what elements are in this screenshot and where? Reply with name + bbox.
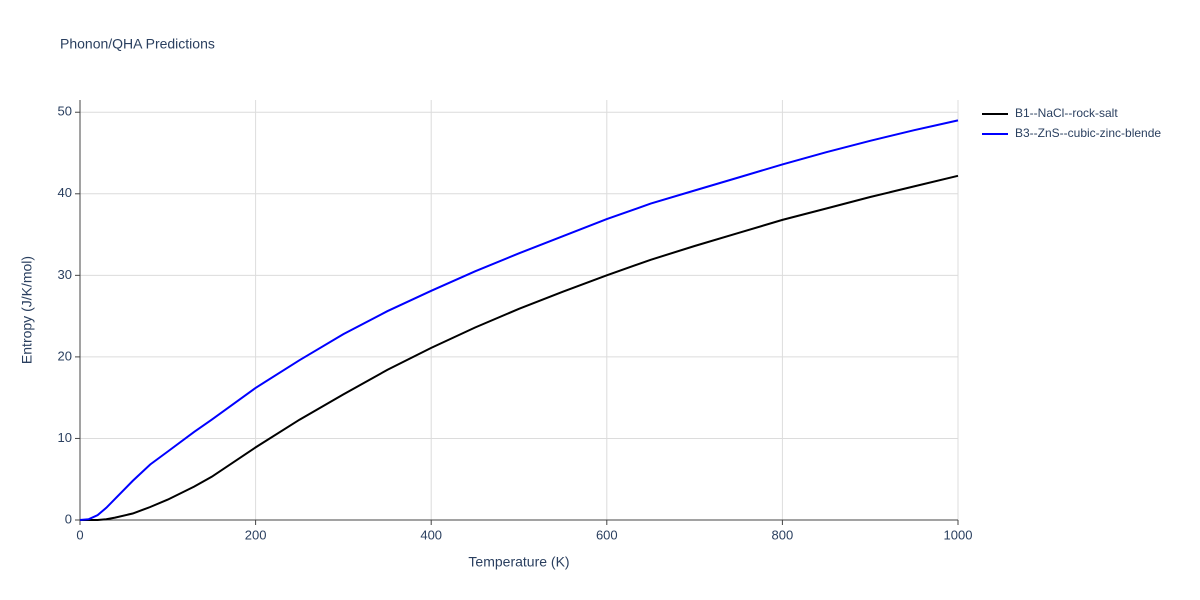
legend-label: B1--NaCl--rock-salt [1015, 106, 1118, 120]
x-tick-label: 800 [772, 527, 794, 542]
x-tick-label: 400 [420, 527, 442, 542]
line-series [80, 174, 959, 521]
x-axis-label: Temperature (K) [468, 554, 569, 570]
x-tick-label: 200 [245, 527, 267, 542]
y-tick-label: 20 [58, 348, 72, 363]
line-series [79, 119, 959, 521]
y-axis-label: Entropy (J/K/mol) [19, 256, 35, 364]
x-tick-label: 0 [76, 527, 83, 542]
legend-label: B3--ZnS--cubic-zinc-blende [1015, 126, 1161, 140]
y-tick-label: 10 [58, 430, 72, 445]
chart-title: Phonon/QHA Predictions [60, 36, 215, 52]
y-tick-label: 30 [58, 267, 72, 282]
x-tick-label: 1000 [944, 527, 973, 542]
y-tick-label: 0 [65, 511, 72, 526]
y-tick-label: 50 [58, 104, 72, 119]
x-tick-label: 600 [596, 527, 618, 542]
y-tick-label: 40 [58, 185, 72, 200]
